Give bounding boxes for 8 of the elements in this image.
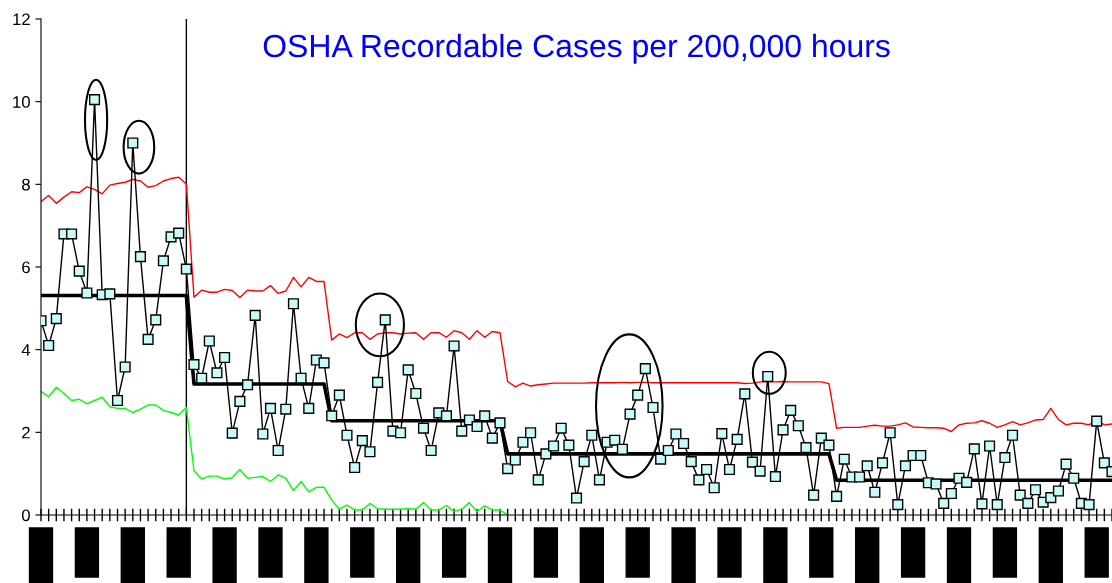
y-tick-label: 4 [21, 344, 31, 356]
chart-title: OSHA Recordable Cases per 200,000 hours [263, 33, 890, 64]
y-tick-label: 10 [13, 96, 30, 108]
y-tick-label: 8 [22, 178, 30, 191]
y-tick-label: 12 [13, 13, 30, 26]
y-tick-label: 2 [22, 426, 30, 439]
y-tick-label: 6 [22, 261, 30, 274]
y-tick-label: 0 [21, 509, 30, 522]
